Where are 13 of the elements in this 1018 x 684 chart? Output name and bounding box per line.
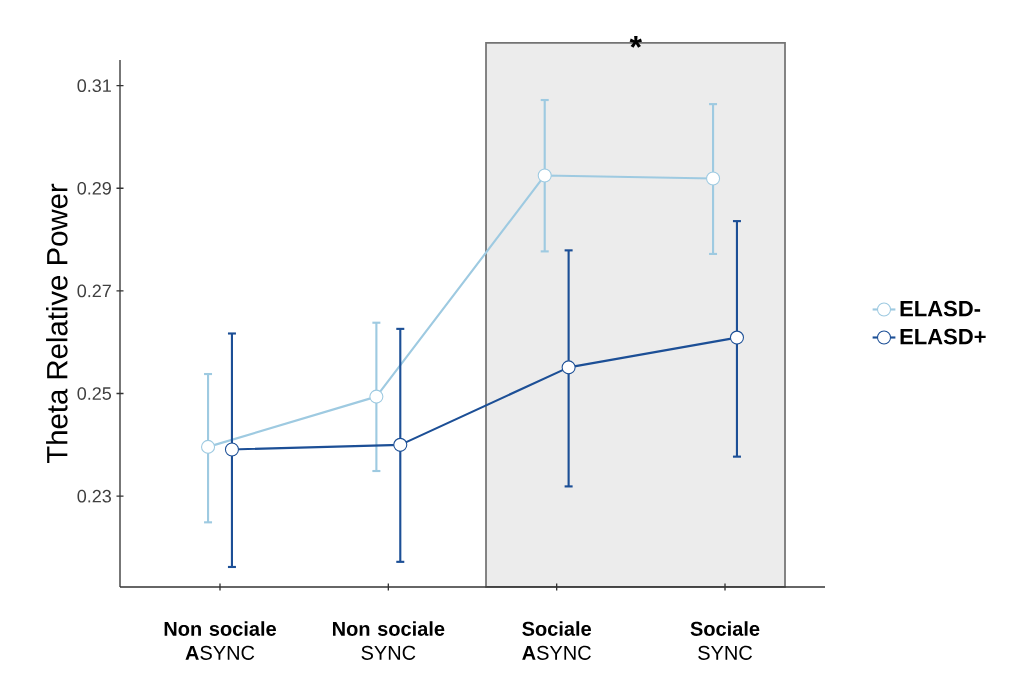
x-tick-label: Non sociale SYNC bbox=[332, 621, 445, 660]
y-tick-label: 0.25 bbox=[77, 387, 112, 400]
y-tick-label: 0.31 bbox=[77, 79, 111, 93]
y-axis-title: Theta Relative Power bbox=[46, 183, 68, 464]
legend-label: ELASD+ bbox=[900, 328, 986, 345]
y-tick-label: 0.29 bbox=[77, 181, 111, 195]
x-tick-label: Sociale SYNC bbox=[690, 621, 760, 660]
x-tick-label: Sociale ASYNC bbox=[522, 621, 591, 660]
x-tick-label: Non sociale ASYNC bbox=[164, 621, 276, 660]
legend-label: ELASD- bbox=[900, 300, 981, 317]
y-tick-label: 0.27 bbox=[77, 284, 111, 298]
text: * bbox=[629, 35, 642, 48]
y-tick-label: 0.23 bbox=[77, 489, 111, 503]
